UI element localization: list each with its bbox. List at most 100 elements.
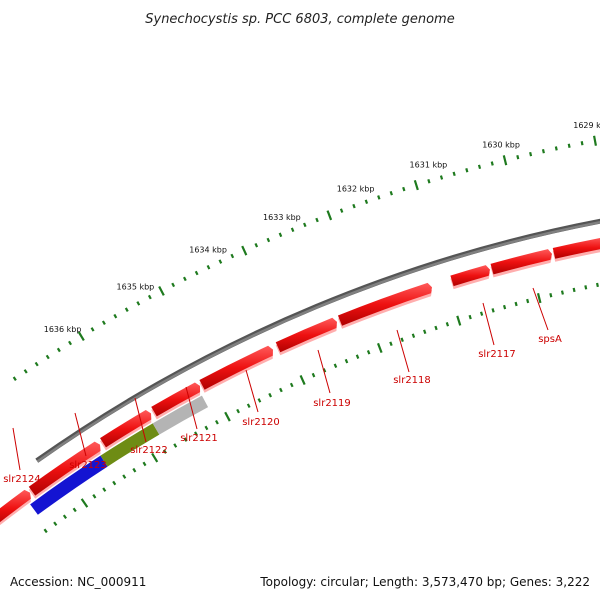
gene-ruler-major-tick <box>456 315 462 326</box>
scale-minor-tick <box>182 276 187 282</box>
scale-minor-tick <box>68 340 73 346</box>
gene-label: slr2117 <box>478 349 516 360</box>
gene-ruler-minor-tick <box>279 387 283 393</box>
scale-minor-tick <box>147 294 152 300</box>
feature-green <box>100 423 160 467</box>
scale-major-tick <box>593 135 597 146</box>
scale-minor-tick <box>218 259 223 264</box>
scale-minor-tick <box>389 190 393 196</box>
gene-leader-line <box>74 412 87 457</box>
gene-ruler-minor-tick <box>434 325 438 331</box>
gene-ruler-minor-tick <box>122 474 127 479</box>
scale-minor-tick <box>124 307 129 312</box>
gene-ruler-minor-tick <box>92 494 97 499</box>
scale-major-tick <box>158 285 165 296</box>
gene-ruler-minor-tick <box>514 301 518 307</box>
scale-minor-tick <box>171 282 176 288</box>
gene-ruler-minor-tick <box>502 304 507 310</box>
scale-major-tick <box>413 180 419 191</box>
scale-label: 1632 kbp <box>337 185 375 194</box>
gene-ruler-minor-tick <box>468 314 472 320</box>
gene-ruler-minor-tick <box>355 354 360 359</box>
gene-labels: spsA slr2117 slr2118 slr2119 slr2120 slr2121 s… <box>3 287 562 485</box>
gene-ruler-minor-tick <box>112 480 117 486</box>
feature-track <box>0 238 600 526</box>
scale-minor-tick <box>34 361 39 367</box>
gene-feature <box>0 489 31 523</box>
feature-gray <box>152 395 209 435</box>
scale-major-tick <box>241 245 248 256</box>
gene-leader-line <box>317 349 331 394</box>
gene-ruler-minor-tick <box>595 282 599 288</box>
scale-label: 1636 kbp <box>44 325 82 334</box>
gene-ruler-minor-tick <box>142 461 147 467</box>
gene-leader-line <box>134 397 147 443</box>
scale-minor-tick <box>339 208 344 213</box>
gene-label: slr2118 <box>393 375 431 386</box>
gene-ruler-minor-tick <box>289 382 294 388</box>
gene-feature <box>100 410 152 448</box>
scale-major-tick <box>77 331 85 341</box>
gene-ruler-minor-tick <box>400 337 404 342</box>
gene-ruler-minor-tick <box>215 419 219 425</box>
gene-ruler-minor-tick <box>389 341 393 347</box>
scale-minor-tick <box>194 270 199 276</box>
gene-ruler-minor-tick <box>311 372 316 378</box>
gene-ruler-minor-tick <box>162 449 167 454</box>
backbone-line <box>36 221 600 463</box>
gene-ruler-minor-tick <box>411 333 416 338</box>
scale-minor-tick <box>45 354 50 360</box>
scale-minor-tick <box>567 143 571 148</box>
gene-leader-line <box>482 302 495 346</box>
gene-leader-line <box>12 427 21 471</box>
gene-label: slr2122 <box>130 445 168 456</box>
gene-ruler-major-tick <box>80 498 89 508</box>
scale-minor-tick <box>490 161 494 166</box>
gene-ruler-minor-tick <box>268 392 273 398</box>
gene-ruler-minor-tick <box>194 431 198 436</box>
gene-ruler-minor-tick <box>344 358 349 364</box>
gene-ruler-minor-tick <box>479 311 484 316</box>
scale-minor-tick <box>554 146 558 151</box>
gene-leader-line <box>396 329 410 373</box>
scale-minor-tick <box>254 242 259 248</box>
gene-label: slr2119 <box>313 398 351 409</box>
gene-feature <box>275 317 337 353</box>
scale-label: 1631 kbp <box>410 161 448 170</box>
gene-ruler-minor-tick <box>584 285 588 290</box>
gene-ruler-minor-tick <box>102 487 107 492</box>
scale-ruler: 1629 kbp 1630 kbp 1631 kbp 1632 kbp 1633 kbp… <box>12 121 600 534</box>
scale-minor-tick <box>230 253 235 259</box>
scale-label: 1630 kbp <box>482 141 520 150</box>
gene-feature <box>337 282 432 326</box>
gene-ruler-minor-tick <box>183 437 188 442</box>
scale-minor-tick <box>477 164 482 170</box>
gene-ruler-minor-tick <box>62 514 67 520</box>
gene-feature <box>450 265 490 287</box>
scale-minor-tick <box>402 186 406 192</box>
scale-minor-tick <box>56 347 61 353</box>
scale-minor-tick <box>465 168 469 173</box>
scale-label: 1635 kbp <box>117 283 155 292</box>
scale-minor-tick <box>23 369 28 374</box>
scale-minor-tick <box>541 149 545 154</box>
gene-feature <box>552 238 600 259</box>
scale-minor-tick <box>529 151 533 157</box>
gene-ruler-minor-tick <box>572 287 576 293</box>
gene-label: slr2124 <box>3 474 41 485</box>
scale-minor-tick <box>439 175 444 180</box>
scale-minor-tick <box>206 264 211 270</box>
scale-major-tick <box>326 210 333 221</box>
gene-ruler-minor-tick <box>204 425 209 431</box>
scale-minor-tick <box>427 179 431 184</box>
scale-minor-tick <box>377 195 381 200</box>
gene-ruler-minor-tick <box>322 368 327 373</box>
gene-label: slr2121 <box>180 433 218 444</box>
gene-ruler-major-tick <box>151 452 159 463</box>
gene-ruler-major-tick <box>224 411 231 422</box>
gene-ruler-minor-tick <box>423 329 427 335</box>
scale-minor-tick <box>516 154 520 160</box>
gene-label: slr2123 <box>69 460 107 471</box>
scale-minor-tick <box>452 171 456 177</box>
gene-ruler-minor-tick <box>173 443 178 448</box>
